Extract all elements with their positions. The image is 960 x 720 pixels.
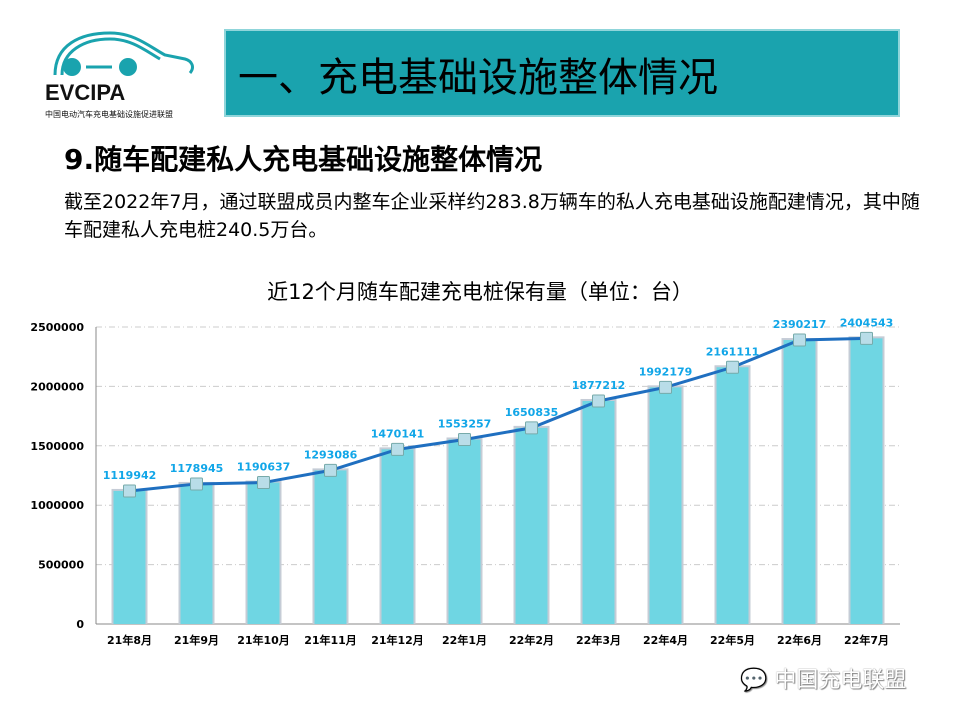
- bar: [247, 482, 280, 624]
- data-label: 1553257: [438, 417, 492, 430]
- x-tick-label: 21年12月: [371, 633, 424, 647]
- data-label: 2404543: [840, 316, 894, 329]
- summary-paragraph: 截至2022年7月，通过联盟成员内整车企业采样约283.8万辆车的私人充电基础设…: [64, 191, 920, 241]
- line-marker: [860, 331, 873, 345]
- x-tick-label: 22年2月: [509, 633, 554, 647]
- x-tick-label: 22年1月: [442, 633, 487, 647]
- line-marker: [391, 442, 404, 456]
- line-marker: [324, 463, 337, 477]
- x-tick-label: 21年11月: [304, 633, 357, 647]
- y-tick-label: 2500000: [30, 321, 84, 334]
- line-marker: [123, 484, 136, 498]
- y-tick-label: 0: [76, 618, 84, 631]
- bar: [515, 427, 548, 624]
- data-label: 2161111: [706, 345, 760, 358]
- bar: [582, 400, 615, 624]
- x-tick-label: 21年10月: [237, 633, 290, 647]
- banner-title: 一、充电基础设施整体情况: [238, 55, 718, 101]
- line-marker: [458, 432, 471, 446]
- data-label: 1992179: [639, 365, 693, 378]
- x-tick-label: 21年8月: [107, 633, 152, 647]
- bar: [716, 367, 749, 624]
- line-marker: [726, 360, 739, 374]
- series-line: [129, 336, 867, 493]
- chart-title: 近12个月随车配建充电桩保有量（单位：台）: [267, 280, 693, 304]
- evcipa-logo: EVCIPA 中国电动汽车充电基础设施促进联盟: [40, 25, 210, 125]
- bar: [314, 470, 347, 624]
- watermark: 💬 中国充电联盟: [740, 668, 907, 693]
- x-tick-label: 22年4月: [643, 633, 688, 647]
- bar: [649, 387, 682, 624]
- bar: [113, 490, 146, 624]
- line-marker: [793, 333, 806, 347]
- line-marker: [525, 421, 538, 435]
- line-marker: [257, 476, 270, 490]
- x-tick-label: 22年5月: [710, 633, 755, 647]
- logo-brand: EVCIPA: [45, 80, 125, 105]
- data-label: 1119942: [103, 469, 157, 482]
- bar: [783, 340, 816, 624]
- y-tick-label: 500000: [38, 559, 84, 572]
- y-tick-label: 1000000: [30, 499, 84, 512]
- bar: [180, 483, 213, 624]
- data-label: 1650835: [505, 406, 559, 419]
- x-tick-label: 22年3月: [576, 633, 621, 647]
- y-tick-label: 1500000: [30, 440, 84, 453]
- section-title: 9.随车配建私人充电基础设施整体情况: [64, 143, 543, 176]
- y-tick-label: 2000000: [30, 380, 84, 393]
- bar-line-chart: 0 500000 1000000 1500000 2000000 2500000 21年8月…: [30, 316, 900, 647]
- data-label: 1190637: [237, 461, 291, 474]
- data-label: 1470141: [371, 427, 425, 440]
- logo-cn: 中国电动汽车充电基础设施促进联盟: [45, 109, 173, 119]
- line-marker: [659, 380, 672, 394]
- x-tick-label: 22年6月: [777, 633, 822, 647]
- line-marker: [190, 477, 203, 491]
- x-tick-label: 21年9月: [174, 633, 219, 647]
- data-label: 1877212: [572, 379, 626, 392]
- title-banner: 一、充电基础设施整体情况: [224, 29, 900, 117]
- bar: [850, 338, 883, 624]
- bar: [381, 449, 414, 624]
- data-label: 2390217: [773, 318, 827, 331]
- line-marker: [592, 394, 605, 408]
- x-tick-label: 22年7月: [844, 633, 889, 647]
- data-label: 1178945: [170, 462, 224, 475]
- bar: [448, 439, 481, 624]
- data-label: 1293086: [304, 448, 358, 461]
